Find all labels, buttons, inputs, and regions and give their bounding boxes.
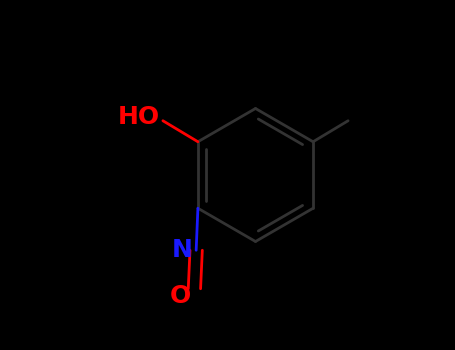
Text: O: O [170, 284, 191, 308]
Text: HO: HO [117, 105, 159, 129]
Text: N: N [172, 238, 192, 262]
